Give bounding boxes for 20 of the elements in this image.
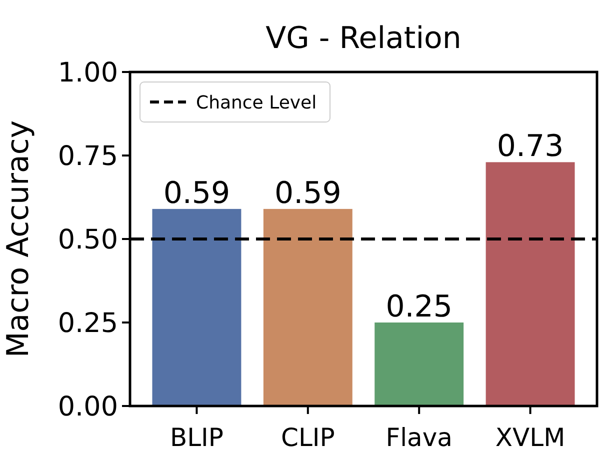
data-label: 0.25 xyxy=(386,290,452,324)
data-label: 0.59 xyxy=(274,176,342,211)
bar xyxy=(374,322,464,406)
y-tick-label: 0.25 xyxy=(58,308,118,339)
x-tick-label: BLIP xyxy=(170,423,224,452)
x-tick-label: CLIP xyxy=(280,423,335,452)
y-tick-label: 0.00 xyxy=(58,391,118,422)
y-axis-title: Macro Accuracy xyxy=(1,120,36,358)
legend-label: Chance Level xyxy=(196,92,317,114)
y-tick-label: 0.75 xyxy=(58,140,118,172)
data-label: 0.59 xyxy=(163,176,230,211)
bar xyxy=(263,208,352,406)
x-tick-label: Flava xyxy=(386,423,452,452)
y-tick-label: 0.50 xyxy=(58,224,118,256)
x-tick-label: XVLM xyxy=(495,423,566,452)
bar xyxy=(152,208,242,406)
chart-title: VG - Relation xyxy=(266,21,462,56)
y-tick-label: 1.00 xyxy=(58,57,118,88)
data-label: 0.73 xyxy=(496,129,564,164)
bar xyxy=(486,162,575,406)
